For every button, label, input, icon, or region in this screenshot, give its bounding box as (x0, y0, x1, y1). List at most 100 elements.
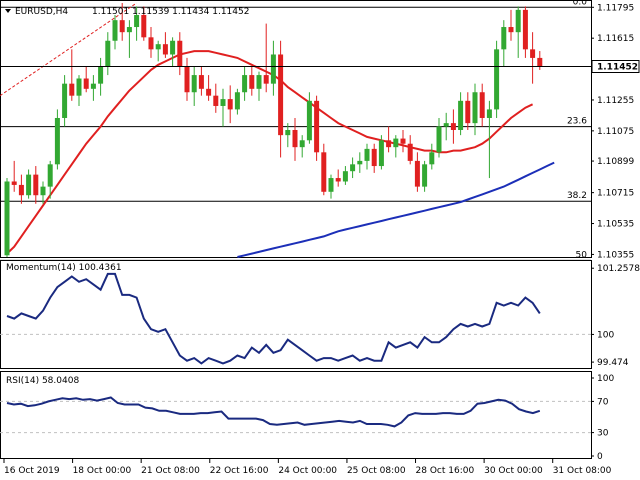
candle-body (386, 140, 392, 148)
fib-label-1: 23.6 (567, 117, 587, 127)
price-tick-label: 1.11075 (597, 127, 634, 137)
candle-body (378, 140, 384, 167)
candle-body (11, 181, 17, 185)
momentum-panel (0, 260, 592, 369)
candle-body (407, 143, 413, 161)
candle-body (393, 138, 399, 148)
candle-body (83, 78, 89, 89)
candle-body (256, 75, 262, 89)
momentum-tick-label: 100 (597, 330, 614, 340)
momentum-tick-label: 99.474 (597, 358, 629, 368)
candle-body (191, 75, 197, 93)
price-tick-label: 1.11255 (597, 96, 634, 106)
candle-body (371, 148, 377, 167)
candle-body (40, 186, 46, 196)
candle-body (33, 174, 39, 196)
price-tick-label: 1.10899 (597, 157, 634, 167)
candles (4, 3, 543, 257)
rsi-tick-label: 30 (597, 429, 609, 439)
time-tick-label: 16 Oct 2019 (4, 466, 60, 476)
candle-body (69, 83, 75, 96)
rsi-title: RSI(14) 58.0408 (6, 376, 79, 386)
candle-body (278, 54, 284, 136)
momentum-indicator: 101.2578 100 99.474 (0, 264, 640, 368)
time-tick-label: 24 Oct 00:00 (278, 466, 337, 476)
candle-body (242, 75, 248, 93)
candle-body (436, 126, 442, 153)
time-tick-label: 18 Oct 00:00 (73, 466, 132, 476)
candle-body (26, 174, 32, 196)
candle-body (18, 184, 24, 196)
candle-body (414, 160, 420, 187)
candle-body (342, 171, 348, 182)
time-tick-label: 21 Oct 08:00 (141, 466, 200, 476)
candle-body (90, 83, 96, 89)
candle-body (62, 83, 68, 118)
candle-body (328, 178, 334, 192)
candle-body (472, 92, 478, 124)
momentum-title: Momentum(14) 100.4361 (6, 263, 122, 273)
price-tick-label: 1.10715 (597, 189, 634, 199)
candle-body (126, 27, 132, 33)
fib-label-0: 0.0 (573, 0, 588, 7)
candle-body (155, 44, 161, 50)
fib-label-3: 50 (576, 250, 588, 260)
candle-body (198, 75, 204, 89)
candle-body (494, 49, 500, 110)
time-tick-label: 31 Oct 08:00 (553, 466, 612, 476)
candle-body (54, 117, 60, 165)
candle-body (134, 15, 140, 28)
symbol-label: EURUSD,H4 (15, 7, 68, 17)
candle-body (443, 123, 449, 127)
price-tick-label: 1.11795 (597, 3, 634, 13)
candle-body (465, 100, 471, 124)
price-tick-label: 1.11615 (597, 34, 634, 44)
time-axis: 16 Oct 2019 18 Oct 00:00 21 Oct 08:00 22 Oc… (3, 459, 612, 476)
candle-body (314, 100, 320, 153)
trendline (0, 2, 137, 97)
candle-body (270, 54, 276, 84)
momentum-line (6, 272, 541, 365)
ohlc-readout: 1.11501 1.11539 1.11434 1.11452 (92, 7, 249, 17)
rsi-tick-label: 100 (597, 374, 614, 384)
current-price-label: 1.11452 (597, 63, 638, 73)
time-tick-label: 30 Oct 00:00 (484, 466, 543, 476)
candle-body (206, 88, 212, 96)
candle-body (537, 57, 543, 67)
moving-averages (6, 50, 555, 258)
collapse-icon[interactable] (5, 9, 11, 13)
candle-body (148, 37, 154, 50)
candle-body (450, 123, 456, 130)
candle-body (422, 164, 428, 187)
candle-body (429, 152, 435, 165)
candle-body (263, 75, 269, 84)
candle-body (299, 140, 305, 148)
candle-body (112, 20, 118, 41)
ma-slow-line (237, 161, 555, 258)
candle-body (184, 66, 190, 93)
candle-body (119, 20, 125, 33)
candle-body (530, 49, 536, 58)
rsi-tick-label: 70 (597, 397, 609, 407)
candle-body (508, 27, 514, 33)
candle-body (249, 75, 255, 89)
momentum-tick-label: 101.2578 (597, 264, 640, 274)
candle-body (4, 181, 10, 256)
candle-body (47, 164, 53, 187)
candle-body (177, 40, 183, 67)
candle-body (458, 100, 464, 130)
candle-body (76, 78, 82, 96)
candle-body (479, 92, 485, 118)
candle-body (162, 44, 168, 55)
current-price-box (591, 60, 640, 73)
candle-body (105, 40, 111, 67)
ma-fast-line (6, 50, 534, 255)
candle-body (306, 100, 312, 141)
candle-body (227, 99, 233, 110)
time-tick-label: 28 Oct 16:00 (416, 466, 475, 476)
candle-body (321, 152, 327, 192)
price-tick-label: 1.10535 (597, 220, 634, 230)
candle-body (285, 130, 291, 136)
candle-body (234, 92, 240, 110)
